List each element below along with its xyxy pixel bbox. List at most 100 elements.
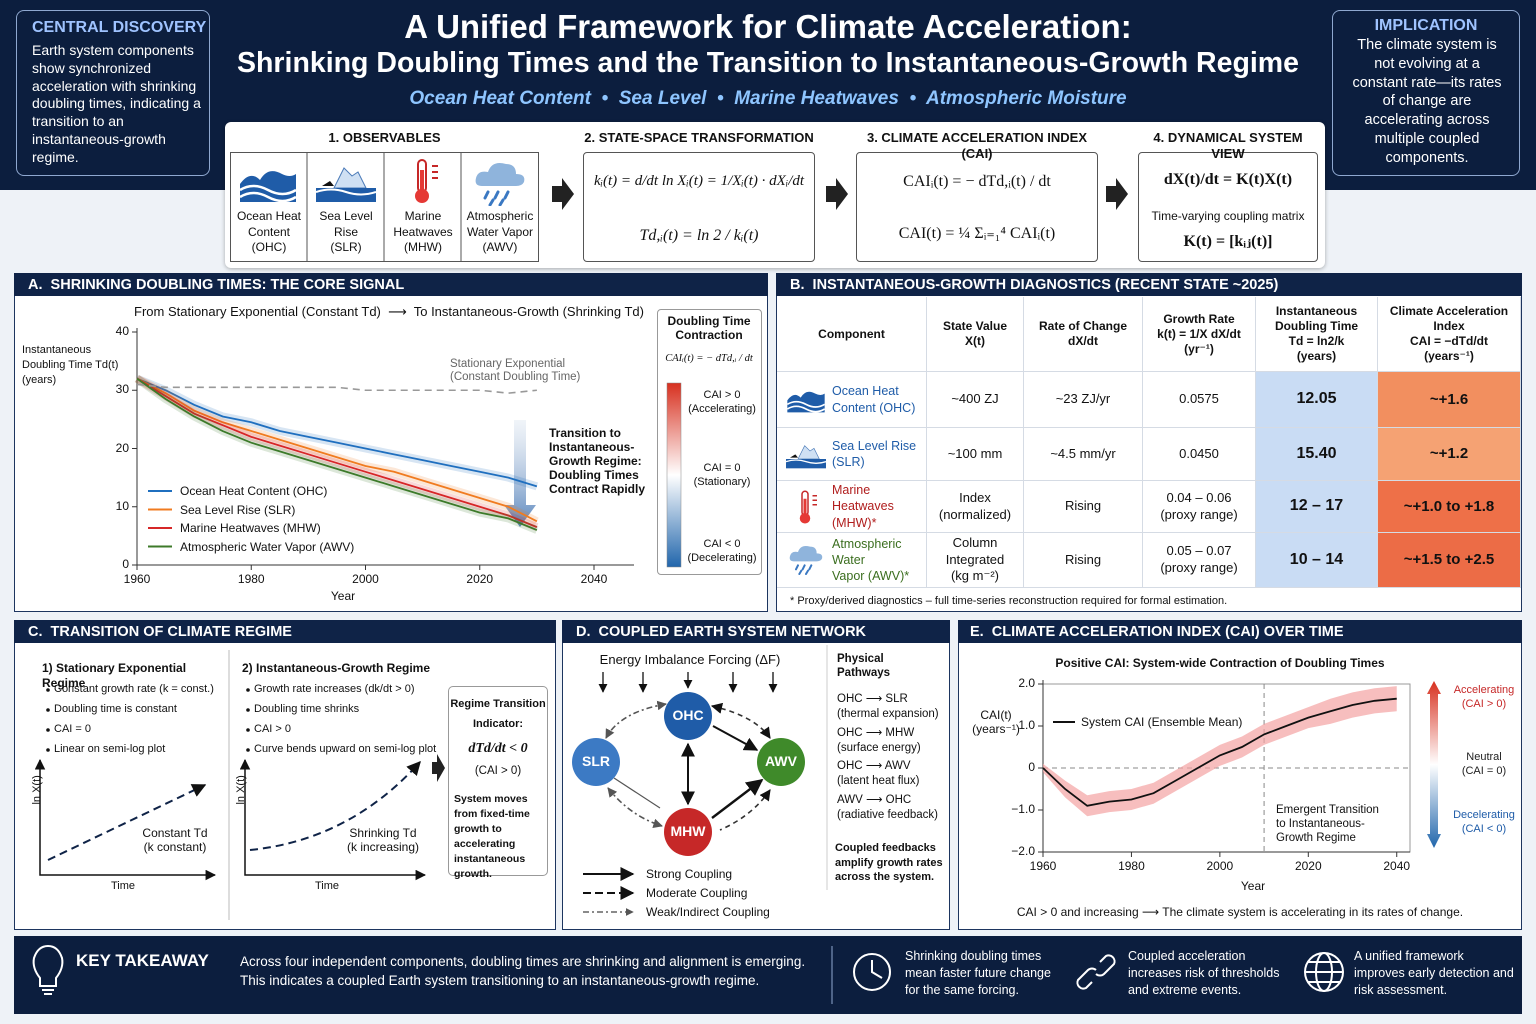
table-header: Growth Rate k(t) = 1/X dX/dt (yr⁻¹) (1143, 297, 1256, 372)
panel-title: A. SHRINKING DOUBLING TIMES: THE CORE SI… (28, 277, 405, 293)
colorbar-title: Doubling Time Contraction (667, 314, 751, 342)
table-cell: ~+1.6 (1378, 372, 1521, 428)
observable-label: Marine Heatwaves (MHW) (393, 209, 453, 254)
formula: CAIᵢ(t) = − dTd,ᵢ(t) / dt (903, 173, 1051, 190)
legend-label: Atmospheric Water Vapor (AWV) (180, 539, 355, 554)
panel-title: E. CLIMATE ACCELERATION INDEX (CAI) OVER… (970, 624, 1344, 640)
series-line (136, 377, 538, 523)
series-line (136, 377, 538, 528)
caption: Time-varying coupling matrix (1151, 209, 1305, 223)
panel-d (562, 620, 950, 930)
indicator-condition: (CAI > 0) (474, 765, 522, 777)
pathway: AWV ⟶ OHC (radiative feedback) (837, 793, 938, 821)
series-line (136, 377, 538, 488)
footer-point: Coupled acceleration increases risk of t… (1128, 949, 1280, 997)
x-tick-label: 2000 (1206, 859, 1234, 873)
x-tick-label: 2000 (352, 572, 379, 586)
step-title: 3. CLIMATE ACCELERATION INDEX (CAI) (866, 130, 1088, 162)
table-cell: 12.05 (1256, 372, 1378, 428)
y-tick-label: −2.0 (1011, 844, 1035, 858)
cai-colorbar (666, 382, 682, 568)
table-cell: Column Integrated (kg m⁻²) (927, 533, 1024, 588)
series-line (136, 377, 538, 531)
footer-text: Across four independent components, doub… (240, 954, 806, 988)
footer-band (14, 936, 1522, 1014)
pathway: OHC ⟶ MHW (surface energy) (837, 726, 921, 754)
x-axis-label: Time (110, 880, 136, 892)
bullet: Constant growth rate (k = const.) (54, 683, 214, 695)
y-tick-label: 40 (115, 324, 129, 338)
colorbar-formula: CAIᵢ(t) = − dTd,ᵢ / dt (665, 353, 753, 364)
x-tick-label: 2040 (1383, 859, 1411, 873)
implication-box (1332, 10, 1520, 176)
convex-curve (249, 760, 421, 851)
linear-curve (47, 784, 207, 861)
indicator-title: Regime Transition Indicator: (450, 698, 546, 730)
table-header: Component (777, 297, 927, 372)
x-tick-label: 2020 (1294, 859, 1322, 873)
regime-title: 1) Stationary Exponential Regime (42, 661, 187, 690)
table-cell: Atmospheric Water Vapor (AWV)* (777, 533, 927, 588)
y-tick-label: 30 (115, 382, 129, 397)
x-axis-label: Year (1240, 879, 1266, 893)
chart-note: CAI > 0 and increasing ⟶ The climate sys… (1016, 905, 1464, 919)
forcing-label: Energy Imbalance Forcing (ΔF) (599, 652, 781, 667)
uncertainty-band (1043, 686, 1397, 817)
legend-label: Moderate Coupling (646, 886, 748, 900)
regime-title: 2) Instantaneous-Growth Regime (242, 661, 431, 675)
series-line (1042, 697, 1397, 807)
table-cell: 15.40 (1256, 428, 1378, 481)
y-axis-label: CAI(t) (years⁻¹) (972, 708, 1020, 736)
x-tick-label: 1980 (237, 572, 265, 586)
transition-arrow (504, 420, 536, 527)
curve-label: Constant Td (k constant) (142, 826, 208, 854)
observable-label: Sea Level Rise (SLR) (319, 209, 373, 254)
pathways-title: Physical Pathways (837, 653, 891, 679)
indicator-text: System moves from fixed-time growth to a… (454, 793, 530, 880)
x-tick-label: 1960 (123, 572, 151, 586)
table-cell: ~100 mm (927, 428, 1024, 481)
node-label: SLR (582, 753, 610, 769)
legend-label: Marine Heatwaves (MHW) (180, 521, 321, 535)
step-title: 4. DYNAMICAL SYSTEM VIEW (1153, 130, 1303, 162)
node (664, 808, 712, 856)
y-axis-label: ln X(t) (31, 775, 44, 805)
bullet-dot (246, 728, 250, 732)
bullet: Growth rate increases (dk/dt > 0) (254, 683, 415, 695)
y-axis-label: ln X(t) (235, 775, 248, 805)
discovery-box (16, 10, 210, 176)
table-note: * Proxy/derived diagnostics – full time-… (790, 595, 1228, 607)
table-cell: Rising (1024, 533, 1143, 588)
y-tick-label: 20 (115, 440, 129, 455)
x-tick-label: 2040 (580, 572, 608, 586)
annotation: Transition to Instantaneous-Growth Regim… (549, 426, 646, 496)
node (757, 738, 805, 786)
step-title: 1. OBSERVABLES (328, 130, 441, 145)
bullet: CAI > 0 (254, 723, 291, 735)
node (664, 692, 712, 740)
table-cell: ~400 ZJ (927, 372, 1024, 428)
bullet: CAI = 0 (54, 723, 91, 735)
observable-label: Atmospheric Water Vapor (AWV) (466, 209, 534, 254)
table-cell: ~4.5 mm/yr (1024, 428, 1143, 481)
box-text: The climate system is not evolving at a … (1352, 37, 1502, 166)
transform-box (583, 152, 815, 262)
table-cell: ~+1.0 to +1.8 (1378, 481, 1521, 533)
formula: CAI(t) = ¼ Σᵢ₌₁⁴ CAIᵢ(t) (898, 225, 1056, 242)
bullet-dot (246, 688, 250, 692)
pathway: OHC ⟶ AWV (latent heat flux) (837, 760, 920, 787)
legend-label: Strong Coupling (646, 867, 733, 881)
formula: dX(t)/dt = K(t)X(t) (1163, 171, 1293, 188)
coupling-edges (605, 700, 771, 831)
y-tick-label: 2.0 (1018, 676, 1035, 690)
dynamical-box (1138, 152, 1318, 262)
table-cell: 0.0450 (1143, 428, 1256, 481)
node-label: MHW (670, 823, 706, 839)
bullet-dot (46, 708, 50, 712)
observable-label: Ocean Heat Content (OHC) (236, 209, 302, 254)
bullet-dot (46, 728, 50, 732)
table-cell: ~+1.2 (1378, 428, 1521, 481)
panel-header (14, 273, 768, 296)
